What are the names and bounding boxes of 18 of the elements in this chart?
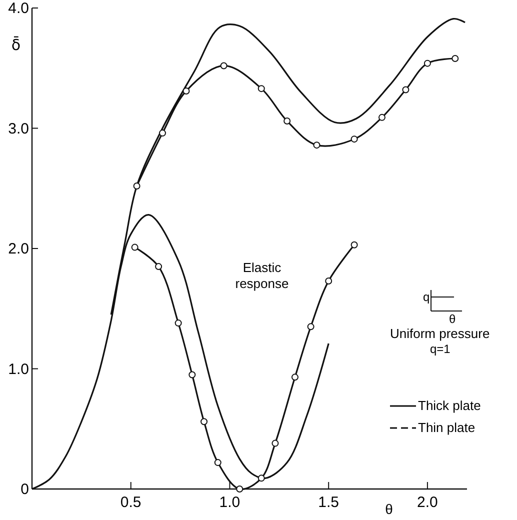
x-tick-label: 0.5: [120, 494, 142, 511]
x-tick-label: 1.0: [219, 494, 240, 511]
annotation: q=1: [430, 342, 451, 356]
y-tick-label: 1.0: [8, 360, 29, 378]
annotation: Thin plate: [418, 420, 476, 435]
annotation: θ: [449, 312, 456, 326]
annotation: Elastic response: [235, 260, 289, 291]
x-axis-title: θ: [385, 501, 394, 517]
y-tick-label: 2.0: [8, 240, 29, 258]
y-tick-label: 4.0: [8, 0, 29, 17]
annotation: Uniform pressure: [390, 326, 490, 341]
x-tick-label: 1.5: [318, 494, 340, 511]
y-tick-label: 3.0: [8, 120, 29, 138]
x-tick-label: 2.0: [417, 494, 438, 511]
annotation: q: [423, 290, 430, 304]
y-tick-label: 0: [20, 481, 29, 498]
annotation: Thick plate: [418, 398, 481, 413]
y-axis-title: δ̄: [11, 35, 21, 54]
